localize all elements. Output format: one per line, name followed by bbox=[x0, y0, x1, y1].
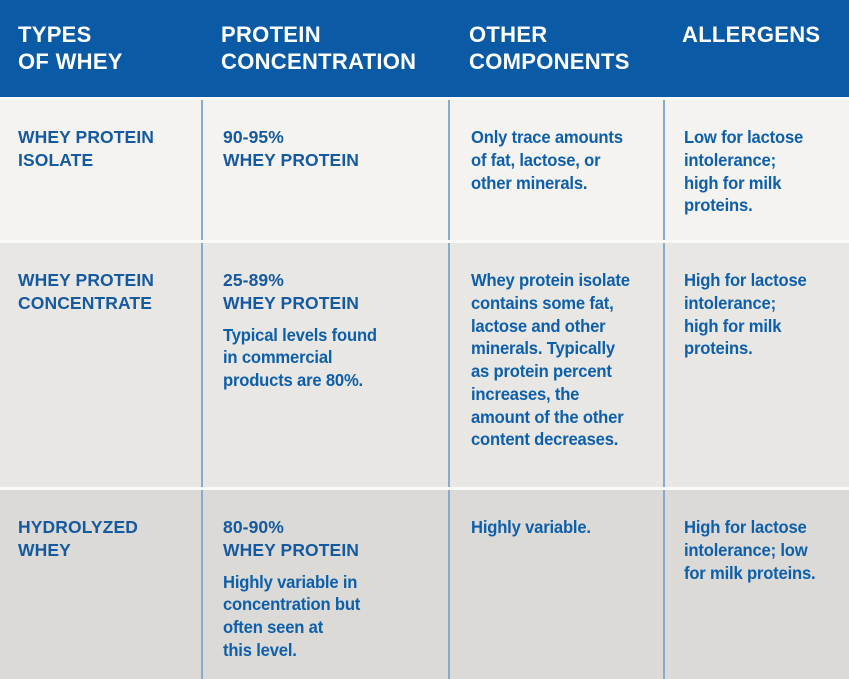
cell-allergens: High for lactose intolerance; low for mi… bbox=[663, 490, 849, 679]
column-header-types-of-whey: TYPES OF WHEY bbox=[18, 22, 123, 74]
cell-other-components: Only trace amounts of fat, lactose, or o… bbox=[448, 100, 663, 240]
table-row-hydrolyzed-whey: HYDROLYZED WHEY 80-90% WHEY PROTEIN High… bbox=[0, 487, 849, 679]
cell-type: WHEY PROTEIN CONCENTRATE bbox=[0, 243, 201, 487]
allergens-text: High for lactose intolerance; high for m… bbox=[684, 270, 807, 359]
concentration-value: 80-90% WHEY PROTEIN bbox=[223, 517, 360, 560]
cell-protein-concentration: 80-90% WHEY PROTEIN Highly variable in c… bbox=[201, 490, 448, 679]
table-header-row: TYPES OF WHEY PROTEIN CONCENTRATION OTHE… bbox=[0, 0, 849, 97]
column-header-allergens: ALLERGENS bbox=[682, 22, 821, 47]
allergens-text: Low for lactose intolerance; high for mi… bbox=[684, 127, 804, 216]
cell-type: HYDROLYZED WHEY bbox=[0, 490, 201, 679]
row-title: HYDROLYZED WHEY bbox=[18, 517, 138, 560]
row-title: WHEY PROTEIN ISOLATE bbox=[18, 127, 155, 170]
table-row-whey-protein-concentrate: WHEY PROTEIN CONCENTRATE 25-89% WHEY PRO… bbox=[0, 240, 849, 487]
concentration-value: 25-89% WHEY PROTEIN bbox=[223, 270, 360, 313]
table-row-whey-protein-isolate: WHEY PROTEIN ISOLATE 90-95% WHEY PROTEIN… bbox=[0, 97, 849, 240]
concentration-value: 90-95% WHEY PROTEIN bbox=[223, 127, 360, 170]
column-header-other-components: OTHER COMPONENTS bbox=[469, 22, 630, 74]
row-title: WHEY PROTEIN CONCENTRATE bbox=[18, 270, 155, 313]
other-components-text: Only trace amounts of fat, lactose, or o… bbox=[471, 127, 623, 193]
cell-protein-concentration: 25-89% WHEY PROTEIN Typical levels found… bbox=[201, 243, 448, 487]
cell-other-components: Whey protein isolate contains some fat, … bbox=[448, 243, 663, 487]
cell-other-components: Highly variable. bbox=[448, 490, 663, 679]
cell-protein-concentration: 90-95% WHEY PROTEIN bbox=[201, 100, 448, 240]
cell-allergens: High for lactose intolerance; high for m… bbox=[663, 243, 849, 487]
cell-allergens: Low for lactose intolerance; high for mi… bbox=[663, 100, 849, 240]
column-header-protein-concentration: PROTEIN CONCENTRATION bbox=[221, 22, 417, 74]
concentration-note: Highly variable in concentration but oft… bbox=[223, 571, 361, 660]
other-components-text: Highly variable. bbox=[471, 517, 591, 537]
allergens-text: High for lactose intolerance; low for mi… bbox=[684, 517, 816, 583]
other-components-text: Whey protein isolate contains some fat, … bbox=[471, 270, 630, 450]
concentration-note: Typical levels found in commercial produ… bbox=[223, 324, 377, 391]
cell-type: WHEY PROTEIN ISOLATE bbox=[0, 100, 201, 240]
